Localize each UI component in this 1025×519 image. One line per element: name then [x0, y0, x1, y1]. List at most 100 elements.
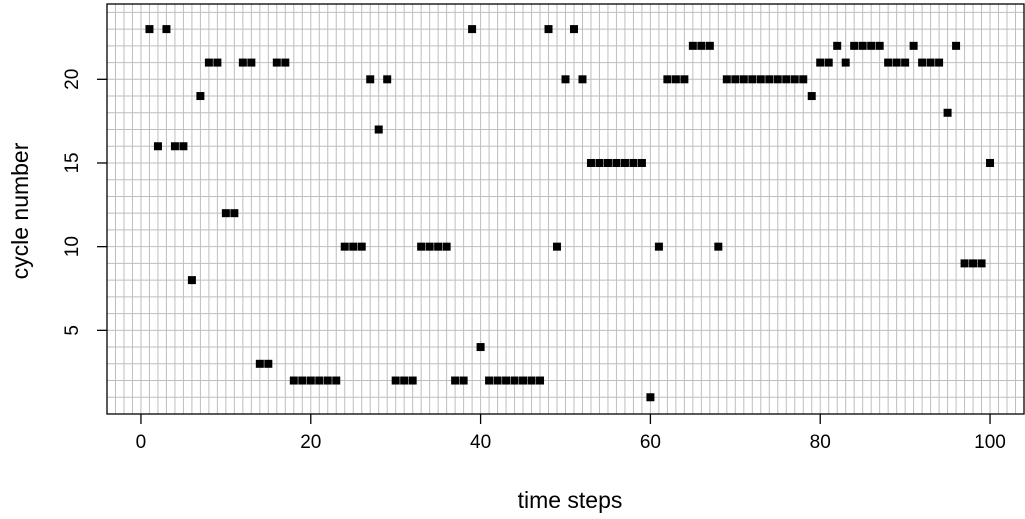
data-point: [485, 376, 494, 385]
data-point: [468, 25, 477, 34]
data-point: [298, 376, 307, 385]
chart-grid: [106, 4, 1025, 415]
data-point: [697, 41, 706, 50]
x-tick-label: 80: [810, 432, 831, 453]
y-tick-label: 15: [62, 152, 83, 173]
data-point: [187, 276, 196, 285]
x-tick-label: 40: [470, 432, 491, 453]
data-point: [663, 75, 672, 84]
data-point: [425, 242, 434, 251]
tick-labels: 0 20 40 60 80 100 5 10 15 20: [62, 69, 1006, 453]
data-point: [153, 142, 162, 151]
data-point: [671, 75, 680, 84]
data-point: [213, 58, 222, 67]
data-point: [459, 376, 468, 385]
data-point: [731, 75, 740, 84]
data-point: [400, 376, 409, 385]
data-point: [493, 376, 502, 385]
data-point: [595, 158, 604, 167]
data-point: [502, 376, 511, 385]
data-point: [519, 376, 528, 385]
data-point: [332, 376, 341, 385]
data-point: [442, 242, 451, 251]
y-axis-title: cycle number: [7, 142, 33, 279]
data-point: [221, 209, 230, 218]
data-point: [637, 158, 646, 167]
data-point: [255, 359, 264, 368]
data-point: [340, 242, 349, 251]
data-point: [739, 75, 748, 84]
x-tick-label: 60: [640, 432, 661, 453]
y-tick-label: 20: [62, 69, 83, 90]
x-tick-label: 0: [136, 432, 147, 453]
data-point: [680, 75, 689, 84]
data-point: [527, 376, 536, 385]
data-point: [790, 75, 799, 84]
data-point: [748, 75, 757, 84]
data-point: [705, 41, 714, 50]
data-point: [603, 158, 612, 167]
data-point: [247, 58, 256, 67]
data-point: [170, 142, 179, 151]
data-point: [451, 376, 460, 385]
data-point: [179, 142, 188, 151]
data-point: [434, 242, 443, 251]
chart-axes: [97, 3, 1025, 424]
data-point: [272, 58, 281, 67]
data-point: [986, 158, 995, 167]
data-point: [858, 41, 867, 50]
data-point: [765, 75, 774, 84]
data-point: [901, 58, 910, 67]
data-points: [145, 25, 995, 402]
data-point: [204, 58, 213, 67]
data-point: [756, 75, 765, 84]
data-point: [892, 58, 901, 67]
data-point: [935, 58, 944, 67]
data-point: [960, 259, 969, 268]
data-point: [977, 259, 986, 268]
data-point: [816, 58, 825, 67]
data-point: [196, 92, 205, 101]
data-point: [884, 58, 893, 67]
data-point: [408, 376, 417, 385]
data-point: [561, 75, 570, 84]
data-point: [315, 376, 324, 385]
data-point: [952, 41, 961, 50]
data-point: [383, 75, 392, 84]
data-point: [875, 41, 884, 50]
data-point: [841, 58, 850, 67]
data-point: [799, 75, 808, 84]
data-point: [417, 242, 426, 251]
x-tick-label: 20: [300, 432, 321, 453]
x-axis-title: time steps: [518, 487, 623, 513]
data-point: [773, 75, 782, 84]
data-point: [909, 41, 918, 50]
data-point: [289, 376, 298, 385]
data-point: [366, 75, 375, 84]
x-tick-label: 100: [974, 432, 1006, 453]
data-point: [824, 58, 833, 67]
data-point: [926, 58, 935, 67]
data-point: [807, 92, 816, 101]
data-point: [867, 41, 876, 50]
data-point: [569, 25, 578, 34]
data-point: [391, 376, 400, 385]
data-point: [688, 41, 697, 50]
data-point: [145, 25, 154, 34]
data-point: [850, 41, 859, 50]
data-point: [323, 376, 332, 385]
data-point: [722, 75, 731, 84]
data-point: [629, 158, 638, 167]
data-point: [833, 41, 842, 50]
data-point: [476, 343, 485, 352]
y-tick-label: 5: [62, 325, 83, 336]
data-point: [544, 25, 553, 34]
data-point: [510, 376, 519, 385]
data-point: [264, 359, 273, 368]
data-point: [586, 158, 595, 167]
data-point: [536, 376, 545, 385]
data-point: [238, 58, 247, 67]
data-point: [578, 75, 587, 84]
data-point: [620, 158, 629, 167]
